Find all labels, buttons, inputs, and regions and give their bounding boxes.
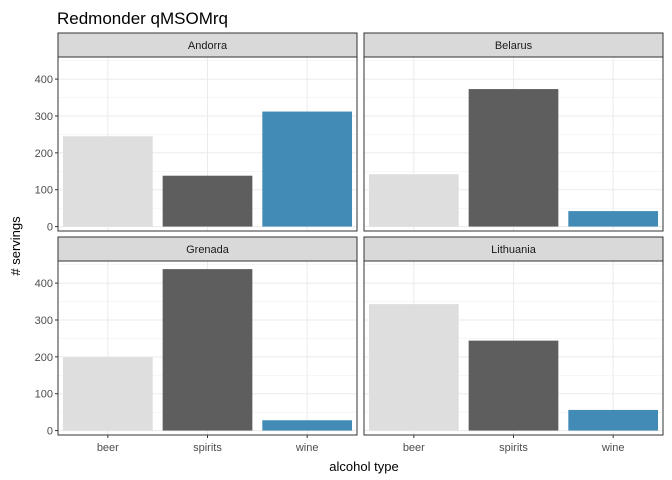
facet-strip <box>363 32 664 58</box>
facet-strip-label: Andorra <box>188 40 228 52</box>
y-axis-title: # servings <box>8 216 23 276</box>
y-tick-label: 300 <box>35 111 53 123</box>
y-tick-label: 0 <box>47 222 53 234</box>
x-tick-label: wine <box>601 442 625 454</box>
facet-strip-label: Grenada <box>186 244 230 256</box>
facet-strip-label: Belarus <box>495 40 533 52</box>
bar-andorra-spirits <box>162 175 253 227</box>
facet-strip <box>57 32 358 58</box>
bar-lithuania-wine <box>568 409 659 431</box>
facet-strip <box>57 236 358 262</box>
x-tick-label: spirits <box>193 442 222 454</box>
facet-panel-lithuania: Lithuania beer spirits wine <box>363 236 664 454</box>
x-tick-label: spirits <box>499 442 528 454</box>
y-tick-label: 200 <box>35 352 53 364</box>
x-tick-label: beer <box>97 442 119 454</box>
y-tick-label: 200 <box>35 148 53 160</box>
facet-panel-andorra: Andorra 0 100 200 300 400 <box>35 32 358 234</box>
bar-belarus-beer <box>368 174 459 227</box>
y-tick-label: 400 <box>35 278 53 290</box>
y-tick-label: 300 <box>35 315 53 327</box>
bar-grenada-spirits <box>162 269 253 431</box>
bar-lithuania-beer <box>368 304 459 431</box>
facet-panels: Andorra 0 100 200 300 400 Belarus Grenada 0 100 20… <box>35 32 664 454</box>
bar-belarus-wine <box>568 211 659 227</box>
x-tick-label: beer <box>403 442 425 454</box>
facet-strip <box>363 236 664 262</box>
y-tick-label: 100 <box>35 185 53 197</box>
facet-strip-label: Lithuania <box>491 244 537 256</box>
y-tick-label: 0 <box>47 426 53 438</box>
bar-grenada-wine <box>262 420 353 431</box>
bar-lithuania-spirits <box>468 340 559 431</box>
bar-grenada-beer <box>62 357 153 431</box>
x-axis-title: alcohol type <box>329 459 398 474</box>
chart-title: Redmonder qMSOMrq <box>57 9 228 28</box>
facet-panel-grenada: Grenada 0 100 200 300 400 beer spirits wine <box>35 236 358 454</box>
y-tick-label: 100 <box>35 389 53 401</box>
facet-panel-belarus: Belarus <box>363 32 664 232</box>
y-tick-label: 400 <box>35 74 53 86</box>
bar-andorra-beer <box>62 136 153 227</box>
x-tick-label: wine <box>295 442 319 454</box>
bar-andorra-wine <box>262 111 353 227</box>
bar-belarus-spirits <box>468 89 559 227</box>
